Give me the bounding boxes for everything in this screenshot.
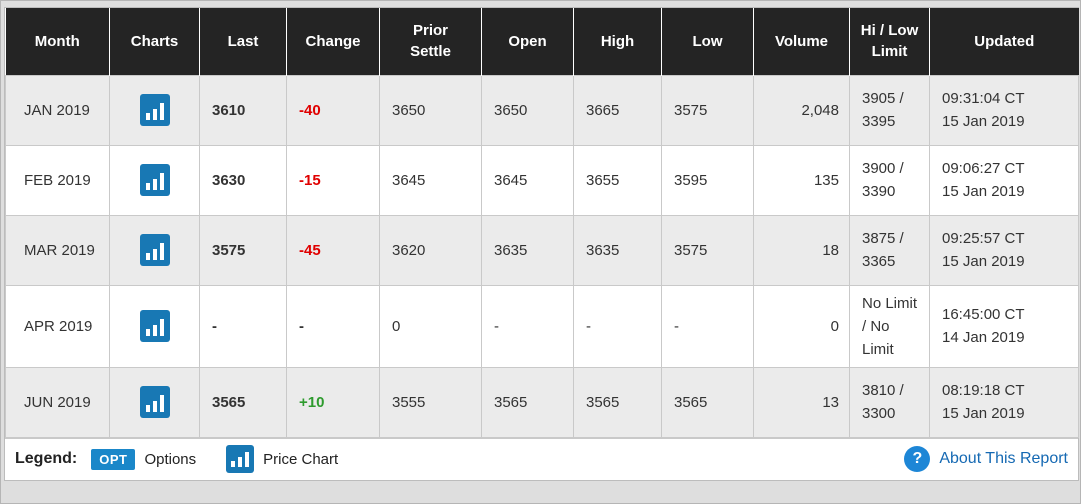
legend-price-chart-label: Price Chart: [263, 450, 339, 468]
cell-updated: 16:45:00 CT 14 Jan 2019: [929, 284, 1079, 368]
price-chart-icon[interactable]: [139, 94, 170, 126]
cell-limit: No Limit / No Limit: [849, 284, 930, 368]
table-row: FEB 2019 3630 -15 3645 3645 3655 3595 135 3900 /…: [5, 144, 1079, 216]
cell-last: -: [199, 284, 287, 368]
cell-volume: 18: [753, 214, 850, 286]
cell-low: -: [661, 284, 754, 368]
column-header-limit: Hi / Low Limit: [849, 8, 930, 75]
column-header-updated: Updated: [929, 8, 1079, 75]
column-header-open: Open: [481, 8, 574, 75]
futures-quotes-table: Month Charts Last Change Prior Settle Open Hig…: [5, 8, 1079, 438]
cell-limit: 3900 / 3390: [849, 144, 930, 216]
cell-low: 3565: [661, 366, 754, 438]
cell-month: APR 2019: [5, 284, 110, 368]
cell-high: 3565: [573, 366, 662, 438]
column-header-charts: Charts: [109, 8, 200, 75]
cell-charts[interactable]: [109, 214, 200, 286]
cell-high: -: [573, 284, 662, 368]
cell-change: +10: [286, 366, 380, 438]
cell-updated: 09:25:57 CT 15 Jan 2019: [929, 214, 1079, 286]
cell-updated: 09:31:04 CT 15 Jan 2019: [929, 74, 1079, 146]
cell-prior_settle: 3645: [379, 144, 482, 216]
legend-options-label: Options: [144, 450, 197, 468]
price-chart-icon[interactable]: [139, 386, 170, 418]
cell-charts[interactable]: [109, 74, 200, 146]
cell-open: 3645: [481, 144, 574, 216]
table-row: APR 2019- -0- - -0 No Limit / No Limit 16:45:…: [5, 284, 1079, 368]
cell-charts[interactable]: [109, 144, 200, 216]
cell-volume: 0: [753, 284, 850, 368]
cell-limit: 3875 / 3365: [849, 214, 930, 286]
cell-open: 3565: [481, 366, 574, 438]
cell-open: 3650: [481, 74, 574, 146]
opt-badge: OPT: [91, 448, 136, 470]
cell-limit: 3905 / 3395: [849, 74, 930, 146]
cell-month: MAR 2019: [5, 214, 110, 286]
cell-high: 3665: [573, 74, 662, 146]
cell-volume: 13: [753, 366, 850, 438]
price-chart-icon[interactable]: [139, 310, 170, 342]
about-link-label: About This Report: [939, 450, 1068, 467]
cell-month: JUN 2019: [5, 366, 110, 438]
column-header-high: High: [573, 8, 662, 75]
cell-volume: 2,048: [753, 74, 850, 146]
cell-prior_settle: 3555: [379, 366, 482, 438]
cell-prior_settle: 3620: [379, 214, 482, 286]
cell-low: 3575: [661, 74, 754, 146]
cell-change: -15: [286, 144, 380, 216]
cell-open: -: [481, 284, 574, 368]
table-body: JAN 2019 3610 -40 3650 3650 3665 3575 2,048 3905…: [5, 74, 1079, 438]
cell-charts[interactable]: [109, 284, 200, 368]
table-row: JUN 2019 3565 +10 3555 3565 3565 3565 13 3810 / …: [5, 366, 1079, 438]
table-row: MAR 2019 3575 -45 3620 3635 3635 3575 18 3875 / …: [5, 214, 1079, 286]
cell-low: 3595: [661, 144, 754, 216]
cell-prior_settle: 0: [379, 284, 482, 368]
column-header-prior_settle: Prior Settle: [379, 8, 482, 75]
cell-volume: 135: [753, 144, 850, 216]
cell-change: -: [286, 284, 380, 368]
cell-low: 3575: [661, 214, 754, 286]
cell-month: JAN 2019: [5, 74, 110, 146]
cell-change: -40: [286, 74, 380, 146]
cell-prior_settle: 3650: [379, 74, 482, 146]
column-header-volume: Volume: [753, 8, 850, 75]
column-header-low: Low: [661, 8, 754, 75]
cell-last: 3630: [199, 144, 287, 216]
cell-updated: 09:06:27 CT 15 Jan 2019: [929, 144, 1079, 216]
about-this-report-link[interactable]: ? About This Report: [904, 446, 1068, 472]
cell-last: 3565: [199, 366, 287, 438]
help-icon[interactable]: ?: [904, 446, 931, 472]
cell-change: -45: [286, 214, 380, 286]
column-header-change: Change: [286, 8, 380, 75]
price-chart-icon[interactable]: [139, 164, 170, 196]
price-chart-icon: [226, 445, 255, 473]
cell-last: 3610: [199, 74, 287, 146]
table-row: JAN 2019 3610 -40 3650 3650 3665 3575 2,048 3905…: [5, 74, 1079, 146]
cell-open: 3635: [481, 214, 574, 286]
cell-charts[interactable]: [109, 366, 200, 438]
table-header-row: Month Charts Last Change Prior Settle Open Hig…: [5, 8, 1079, 75]
cell-limit: 3810 / 3300: [849, 366, 930, 438]
futures-quotes-widget: Month Charts Last Change Prior Settle Open Hig…: [4, 7, 1079, 481]
column-header-month: Month: [5, 8, 110, 75]
legend-label: Legend:: [15, 450, 78, 467]
cell-high: 3635: [573, 214, 662, 286]
cell-last: 3575: [199, 214, 287, 286]
price-chart-icon[interactable]: [139, 234, 170, 266]
cell-updated: 08:19:18 CT 15 Jan 2019: [929, 366, 1079, 438]
legend-bar: Legend: OPT Options Price Chart ? About …: [5, 437, 1078, 480]
cell-month: FEB 2019: [5, 144, 110, 216]
cell-high: 3655: [573, 144, 662, 216]
column-header-last: Last: [199, 8, 287, 75]
